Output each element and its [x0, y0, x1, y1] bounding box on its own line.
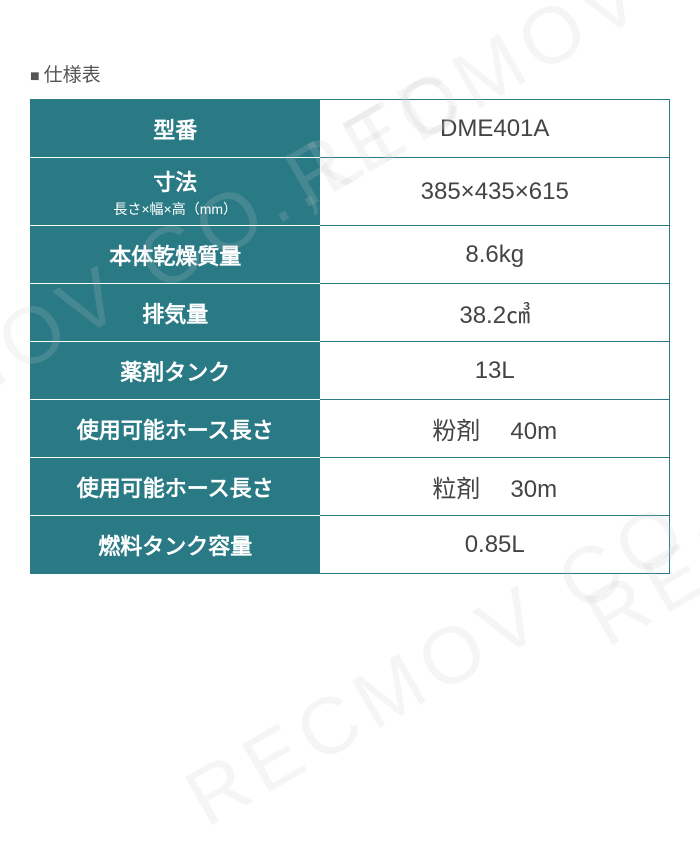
row-label: 使用可能ホース長さ [77, 476, 274, 501]
row-value: 13L [475, 357, 515, 384]
row-label-sub: 長さ×幅×高（mm） [31, 199, 319, 219]
label-cell: 燃料タンク容量 [31, 516, 320, 574]
row-label: 燃料タンク容量 [98, 534, 252, 559]
row-label: 本体乾燥質量 [109, 244, 241, 269]
title-marker: ■ [30, 68, 40, 86]
label-cell: 薬剤タンク [31, 342, 320, 400]
value-cell: 8.6kg [320, 226, 670, 284]
value-cell: 385×435×615 [320, 158, 670, 226]
table-row: 寸法 長さ×幅×高（mm） 385×435×615 [31, 158, 670, 226]
row-value: DME401A [440, 115, 549, 142]
row-label: 薬剤タンク [120, 360, 230, 385]
label-cell: 寸法 長さ×幅×高（mm） [31, 158, 320, 226]
row-value-prefix: 粒剤 [432, 469, 480, 504]
title-text: 仕様表 [44, 65, 101, 86]
table-row: 排気量 38.2㎤ [31, 284, 670, 342]
row-value: 0.85L [465, 531, 525, 558]
table-row: 型番 DME401A [31, 100, 670, 158]
value-cell: 38.2㎤ [320, 284, 670, 342]
table-title: ■仕様表 [30, 60, 670, 87]
table-row: 使用可能ホース長さ 粒剤 30m [31, 458, 670, 516]
spec-table: 型番 DME401A 寸法 長さ×幅×高（mm） 385×435×615 本体乾… [30, 99, 670, 574]
label-cell: 使用可能ホース長さ [31, 458, 320, 516]
row-value: 38.2㎤ [459, 302, 530, 329]
table-row: 燃料タンク容量 0.85L [31, 516, 670, 574]
value-cell: 粉剤 40m [320, 400, 670, 458]
row-value-prefix: 粉剤 [432, 411, 480, 446]
label-cell: 排気量 [31, 284, 320, 342]
value-cell: 0.85L [320, 516, 670, 574]
row-value: 30m [510, 476, 557, 503]
content-container: ■仕様表 型番 DME401A 寸法 長さ×幅×高（mm） 385×435×61… [0, 0, 700, 604]
row-label: 寸法 [153, 170, 197, 195]
value-cell: 13L [320, 342, 670, 400]
table-row: 本体乾燥質量 8.6kg [31, 226, 670, 284]
row-label: 型番 [153, 118, 197, 143]
row-value: 8.6kg [465, 241, 524, 268]
table-row: 使用可能ホース長さ 粉剤 40m [31, 400, 670, 458]
label-cell: 本体乾燥質量 [31, 226, 320, 284]
value-cell: 粒剤 30m [320, 458, 670, 516]
row-label: 使用可能ホース長さ [77, 418, 274, 443]
row-value: 385×435×615 [421, 178, 569, 205]
value-cell: DME401A [320, 100, 670, 158]
table-row: 薬剤タンク 13L [31, 342, 670, 400]
label-cell: 型番 [31, 100, 320, 158]
label-cell: 使用可能ホース長さ [31, 400, 320, 458]
row-label: 排気量 [142, 302, 208, 327]
row-value: 40m [510, 418, 557, 445]
